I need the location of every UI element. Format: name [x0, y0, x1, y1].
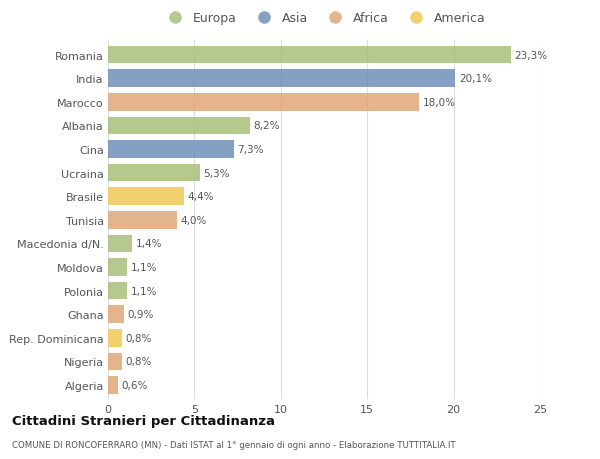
Text: Cittadini Stranieri per Cittadinanza: Cittadini Stranieri per Cittadinanza — [12, 414, 275, 428]
Bar — [108, 117, 250, 135]
Text: 18,0%: 18,0% — [422, 98, 455, 107]
Bar — [108, 306, 124, 324]
Bar — [108, 376, 118, 394]
Bar — [108, 164, 200, 182]
Legend: Europa, Asia, Africa, America: Europa, Asia, Africa, America — [160, 10, 488, 28]
Text: 1,4%: 1,4% — [136, 239, 162, 249]
Text: 20,1%: 20,1% — [459, 74, 492, 84]
Bar — [108, 329, 122, 347]
Text: COMUNE DI RONCOFERRARO (MN) - Dati ISTAT al 1° gennaio di ogni anno - Elaborazio: COMUNE DI RONCOFERRARO (MN) - Dati ISTAT… — [12, 441, 455, 449]
Bar — [108, 353, 122, 370]
Bar — [108, 258, 127, 276]
Bar — [108, 70, 455, 88]
Bar — [108, 212, 177, 229]
Bar — [108, 188, 184, 206]
Text: 0,8%: 0,8% — [125, 357, 152, 367]
Text: 1,1%: 1,1% — [130, 263, 157, 273]
Bar — [108, 94, 419, 112]
Text: 8,2%: 8,2% — [253, 121, 280, 131]
Text: 4,0%: 4,0% — [181, 215, 207, 225]
Text: 4,4%: 4,4% — [187, 192, 214, 202]
Text: 1,1%: 1,1% — [130, 286, 157, 296]
Text: 7,3%: 7,3% — [238, 145, 264, 155]
Bar — [108, 47, 511, 64]
Text: 0,6%: 0,6% — [122, 380, 148, 390]
Bar — [108, 235, 132, 253]
Bar — [108, 282, 127, 300]
Text: 0,8%: 0,8% — [125, 333, 152, 343]
Text: 0,9%: 0,9% — [127, 309, 154, 319]
Text: 23,3%: 23,3% — [514, 50, 547, 61]
Bar — [108, 141, 234, 158]
Text: 5,3%: 5,3% — [203, 168, 230, 178]
